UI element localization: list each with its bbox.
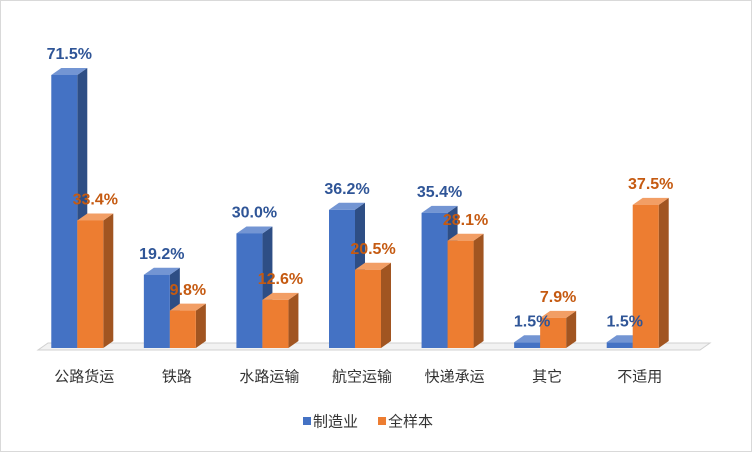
bar xyxy=(236,233,263,348)
bar-side xyxy=(473,233,484,348)
bar xyxy=(421,212,448,348)
bar xyxy=(143,274,170,348)
bar-top xyxy=(421,205,458,213)
value-label: 30.0% xyxy=(232,205,277,222)
bar-top xyxy=(51,68,88,75)
bar xyxy=(77,220,104,348)
bar-side xyxy=(288,292,299,348)
bar-top xyxy=(236,226,273,234)
bar xyxy=(329,209,355,348)
value-label: 7.9% xyxy=(540,289,576,306)
x-tick-label: 公路货运 xyxy=(54,368,114,386)
bar-side xyxy=(195,303,206,348)
bar-side xyxy=(566,310,577,348)
bar xyxy=(606,342,633,348)
value-label: 12.6% xyxy=(258,271,303,288)
bar-top xyxy=(77,213,114,221)
bar xyxy=(51,75,78,348)
legend-label: 制造业 xyxy=(313,413,358,431)
bar-top xyxy=(143,267,180,275)
bar xyxy=(355,269,381,348)
x-tick-label: 航空运输 xyxy=(332,368,392,386)
bar-top xyxy=(540,310,577,318)
value-label: 71.5% xyxy=(47,46,92,63)
value-label: 28.1% xyxy=(443,212,488,229)
value-label: 9.8% xyxy=(170,282,206,299)
bar-top xyxy=(329,202,365,210)
x-tick-label: 其它 xyxy=(532,368,562,386)
x-tick-label: 快递承运 xyxy=(425,368,485,386)
value-label: 37.5% xyxy=(628,176,673,193)
bar xyxy=(447,240,474,348)
value-label: 1.5% xyxy=(606,313,642,330)
bar-top xyxy=(355,262,391,270)
value-label: 35.4% xyxy=(417,184,462,201)
bar-side xyxy=(658,197,669,348)
legend-swatch xyxy=(378,417,387,425)
bar-side xyxy=(381,262,391,348)
x-tick-label: 铁路 xyxy=(162,368,192,386)
value-label: 20.5% xyxy=(350,241,395,258)
bar-top xyxy=(632,197,669,205)
legend-label: 全样本 xyxy=(388,413,433,431)
bar-top xyxy=(262,292,299,300)
value-label: 33.4% xyxy=(73,192,118,209)
legend-swatch xyxy=(303,417,311,425)
x-tick-label: 水路运输 xyxy=(239,368,299,386)
value-label: 1.5% xyxy=(514,313,550,330)
bar-side xyxy=(103,213,114,348)
bar xyxy=(540,317,567,348)
value-label: 19.2% xyxy=(139,246,184,263)
bar-top xyxy=(447,233,484,241)
bar xyxy=(632,204,659,348)
value-label: 36.2% xyxy=(324,181,369,198)
x-tick-label: 不适用 xyxy=(617,368,662,386)
bar xyxy=(262,299,289,348)
bar-top xyxy=(169,303,206,311)
bar xyxy=(169,310,196,348)
bar xyxy=(514,342,541,348)
